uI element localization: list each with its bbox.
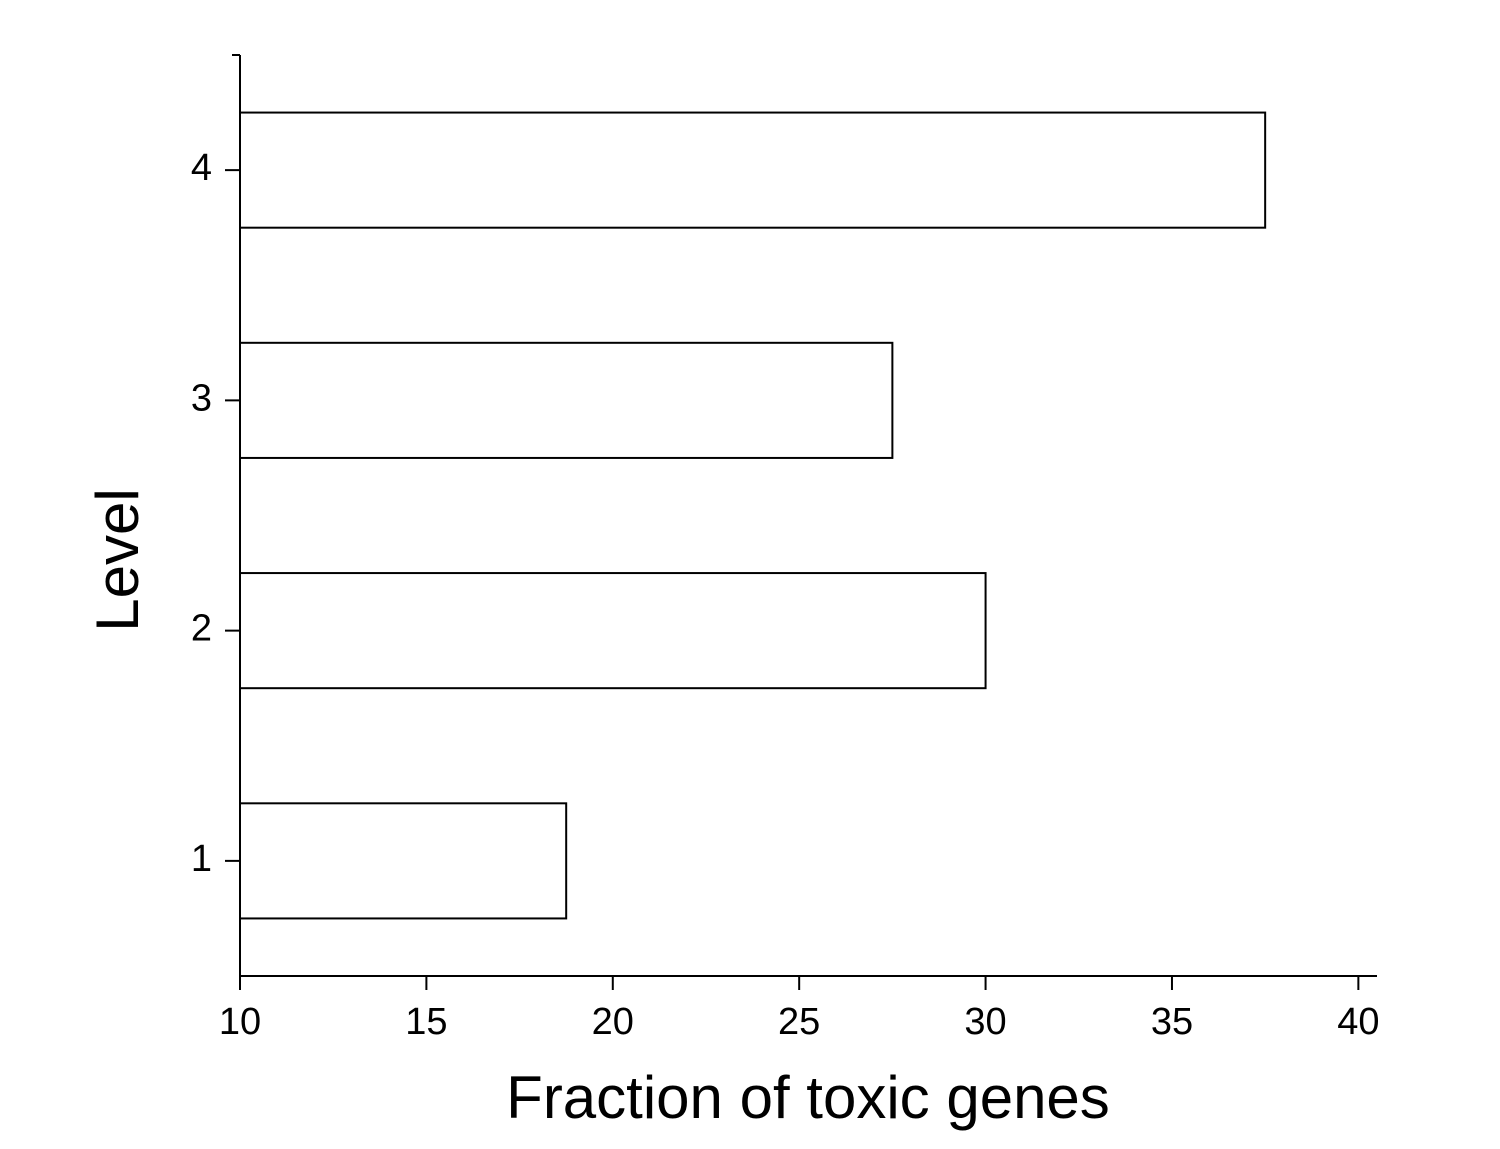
y-tick-label: 2 xyxy=(191,608,212,650)
x-tick-label: 30 xyxy=(964,1001,1006,1043)
x-tick-label: 40 xyxy=(1337,1001,1379,1043)
bar xyxy=(239,572,987,690)
x-tick-label: 10 xyxy=(219,1001,261,1043)
x-tick-label: 35 xyxy=(1151,1001,1193,1043)
y-tick-label: 4 xyxy=(191,147,212,189)
bar xyxy=(239,802,568,920)
x-tick-label: 25 xyxy=(778,1001,820,1043)
bar xyxy=(239,111,1267,229)
x-tick-label: 15 xyxy=(405,1001,447,1043)
y-tick-label: 3 xyxy=(191,377,212,419)
y-tick-label: 1 xyxy=(191,838,212,880)
y-axis-label: Level xyxy=(84,488,151,631)
x-tick-label: 20 xyxy=(592,1001,634,1043)
x-axis-label: Fraction of toxic genes xyxy=(506,1064,1110,1131)
bar xyxy=(239,341,894,459)
